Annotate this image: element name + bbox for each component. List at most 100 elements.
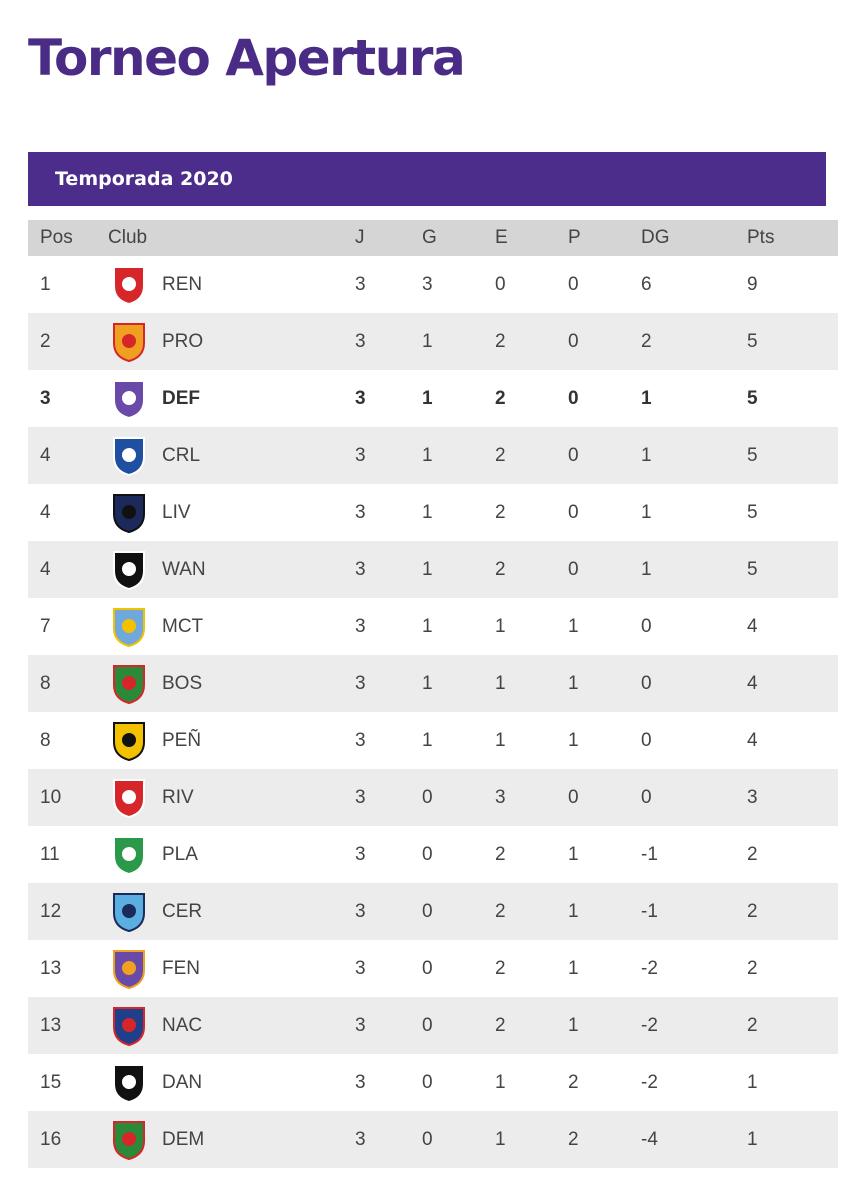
played-cell: 3: [355, 957, 366, 979]
goal-diff-cell: -2: [641, 957, 658, 979]
table-row[interactable]: 13 FEN 3 0 2 1 -2 2: [28, 940, 838, 997]
table-row[interactable]: 4 WAN 3 1 2 0 1 5: [28, 541, 838, 598]
drawn-cell: 1: [495, 615, 506, 637]
position-cell: 4: [40, 501, 51, 523]
drawn-cell: 2: [495, 558, 506, 580]
standings-table: Pos Club J G E P DG Pts 1 REN 3 3 0 0 6 9 2 PRO 3 1…: [28, 220, 838, 1168]
club-name: CRL: [162, 444, 201, 466]
club-cell[interactable]: PRO: [108, 321, 355, 363]
lost-cell: 0: [568, 786, 579, 808]
club-cell[interactable]: LIV: [108, 492, 355, 534]
played-cell: 3: [355, 387, 366, 409]
club-name: WAN: [162, 558, 206, 580]
club-cell[interactable]: NAC: [108, 1005, 355, 1047]
table-row[interactable]: 4 CRL 3 1 2 0 1 5: [28, 427, 838, 484]
renacimiento-crest-icon: [110, 264, 148, 306]
club-cell[interactable]: PEÑ: [108, 720, 355, 762]
table-row[interactable]: 1 REN 3 3 0 0 6 9: [28, 256, 838, 313]
played-cell: 3: [355, 1128, 366, 1150]
table-row[interactable]: 11 PLA 3 0 2 1 -1 2: [28, 826, 838, 883]
position-cell: 11: [40, 843, 60, 865]
header-drawn[interactable]: E: [495, 227, 508, 248]
table-row[interactable]: 15 DAN 3 0 1 2 -2 1: [28, 1054, 838, 1111]
table-row[interactable]: 13 NAC 3 0 2 1 -2 2: [28, 997, 838, 1054]
lost-cell: 1: [568, 615, 579, 637]
goal-diff-cell: 1: [641, 501, 652, 523]
cerro-crest-icon: [110, 891, 148, 933]
drawn-cell: 1: [495, 672, 506, 694]
club-cell[interactable]: BOS: [108, 663, 355, 705]
table-row[interactable]: 4 LIV 3 1 2 0 1 5: [28, 484, 838, 541]
deportivo-maldonado-crest-icon: [110, 1119, 148, 1161]
goal-diff-cell: 1: [641, 387, 652, 409]
points-cell: 2: [747, 1014, 758, 1036]
danubio-crest-icon: [110, 1062, 148, 1104]
table-row[interactable]: 8 PEÑ 3 1 1 1 0 4: [28, 712, 838, 769]
nacional-crest-icon: [110, 1005, 148, 1047]
position-cell: 2: [40, 330, 51, 352]
lost-cell: 1: [568, 957, 579, 979]
club-cell[interactable]: PLA: [108, 834, 355, 876]
points-cell: 2: [747, 957, 758, 979]
header-won[interactable]: G: [422, 227, 437, 248]
drawn-cell: 2: [495, 387, 506, 409]
played-cell: 3: [355, 330, 366, 352]
table-row[interactable]: 12 CER 3 0 2 1 -1 2: [28, 883, 838, 940]
position-cell: 4: [40, 558, 51, 580]
club-cell[interactable]: DEM: [108, 1119, 355, 1161]
header-goal-diff[interactable]: DG: [641, 227, 670, 248]
table-row[interactable]: 2 PRO 3 1 2 0 2 5: [28, 313, 838, 370]
goal-diff-cell: 6: [641, 273, 652, 295]
won-cell: 1: [422, 387, 433, 409]
club-name: PEÑ: [162, 729, 202, 751]
table-row[interactable]: 3 DEF 3 1 2 0 1 5: [28, 370, 838, 427]
goal-diff-cell: 0: [641, 729, 652, 751]
lost-cell: 0: [568, 558, 579, 580]
played-cell: 3: [355, 558, 366, 580]
table-row[interactable]: 10 RIV 3 0 3 0 0 3: [28, 769, 838, 826]
played-cell: 3: [355, 1071, 366, 1093]
club-cell[interactable]: CRL: [108, 435, 355, 477]
drawn-cell: 1: [495, 729, 506, 751]
table-row[interactable]: 16 DEM 3 0 1 2 -4 1: [28, 1111, 838, 1168]
table-row[interactable]: 8 BOS 3 1 1 1 0 4: [28, 655, 838, 712]
club-cell[interactable]: REN: [108, 264, 355, 306]
club-cell[interactable]: WAN: [108, 549, 355, 591]
club-name: LIV: [162, 501, 191, 523]
played-cell: 3: [355, 444, 366, 466]
lost-cell: 0: [568, 273, 579, 295]
won-cell: 0: [422, 900, 433, 922]
goal-diff-cell: -2: [641, 1071, 658, 1093]
header-club[interactable]: Club: [108, 227, 148, 248]
header-pos[interactable]: Pos: [40, 227, 73, 248]
drawn-cell: 1: [495, 1128, 506, 1150]
goal-diff-cell: 2: [641, 330, 652, 352]
table-row[interactable]: 7 MCT 3 1 1 1 0 4: [28, 598, 838, 655]
played-cell: 3: [355, 900, 366, 922]
won-cell: 1: [422, 444, 433, 466]
position-cell: 8: [40, 672, 51, 694]
lost-cell: 1: [568, 843, 579, 865]
header-lost[interactable]: P: [568, 227, 581, 248]
plaza-colonia-crest-icon: [110, 834, 148, 876]
drawn-cell: 2: [495, 900, 506, 922]
played-cell: 3: [355, 615, 366, 637]
won-cell: 0: [422, 1014, 433, 1036]
club-cell[interactable]: DAN: [108, 1062, 355, 1104]
drawn-cell: 2: [495, 843, 506, 865]
club-cell[interactable]: FEN: [108, 948, 355, 990]
club-name: DEM: [162, 1128, 205, 1150]
penarol-crest-icon: [110, 720, 148, 762]
won-cell: 0: [422, 1128, 433, 1150]
club-name: MCT: [162, 615, 204, 637]
drawn-cell: 0: [495, 273, 506, 295]
club-cell[interactable]: RIV: [108, 777, 355, 819]
club-cell[interactable]: CER: [108, 891, 355, 933]
club-cell[interactable]: DEF: [108, 378, 355, 420]
club-cell[interactable]: MCT: [108, 606, 355, 648]
header-points[interactable]: Pts: [747, 227, 775, 248]
header-played[interactable]: J: [355, 227, 365, 248]
won-cell: 1: [422, 501, 433, 523]
position-cell: 1: [40, 273, 51, 295]
won-cell: 1: [422, 672, 433, 694]
